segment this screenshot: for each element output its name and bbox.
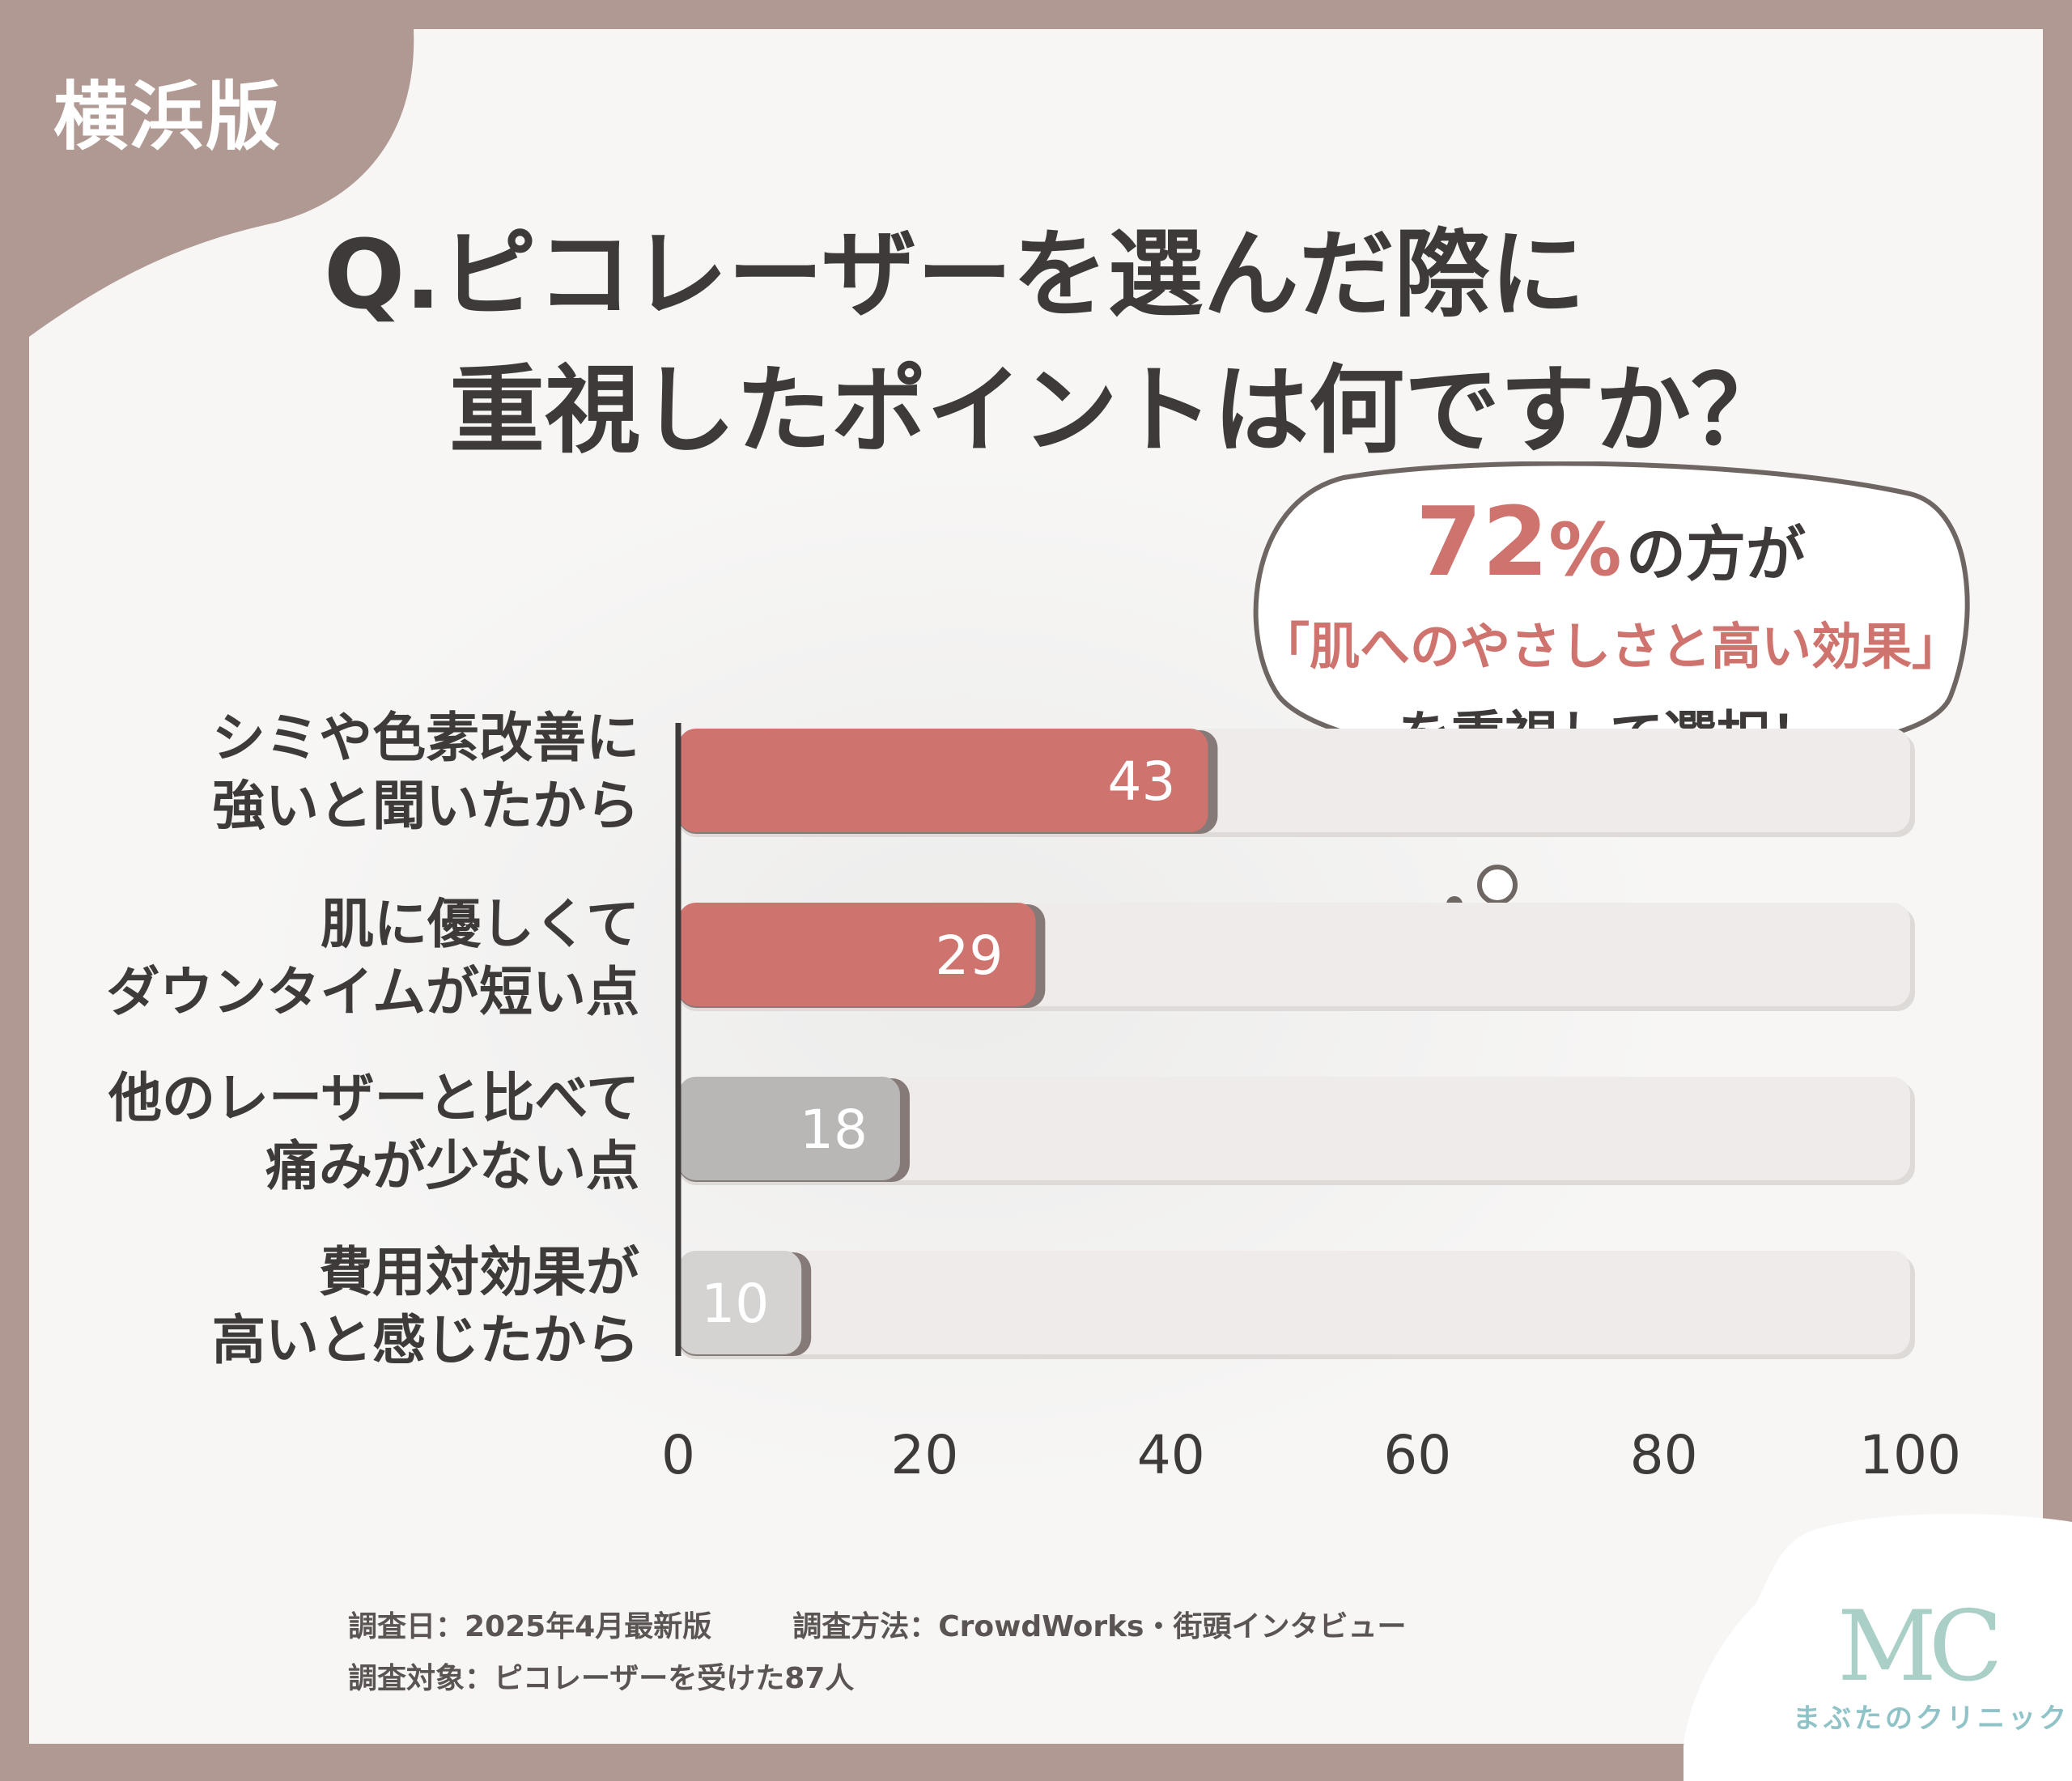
title-line-2: 重視したポイントは何ですか？ (449, 355, 1787, 466)
title-line-1: Q.ピコレーザーを選んだ際に (324, 219, 1586, 330)
survey-footer: 調査日：2025年4月最新版 調査方法：CrowdWorks・街頭インタビュー 調… (348, 1601, 1406, 1705)
corner-decoration (29, 29, 414, 337)
bar-value-label: 43 (1107, 750, 1175, 813)
category-label-1: シミや色素改善に 強いと聞いたから (32, 704, 639, 840)
category-label-1-line-2: 強いと聞いたから (212, 775, 639, 837)
page-title: Q.ピコレーザーを選んだ際に 重視したポイントは何ですか？ (324, 206, 1942, 478)
callout-percentage-suffix: の方が (1625, 520, 1806, 589)
category-label-3-line-1: 他のレーザーと比べて (108, 1067, 639, 1129)
callout-percentage: 72 (1416, 486, 1549, 597)
category-label-4-line-2: 高いと感じたから (212, 1309, 639, 1371)
x-tick-label: 20 (890, 1424, 958, 1486)
category-label-3-line-2: 痛みが少ない点 (265, 1135, 639, 1197)
bar (678, 1251, 802, 1354)
bar (678, 903, 1036, 1006)
logo-background (1684, 1514, 2072, 1781)
x-tick-label: 60 (1383, 1424, 1451, 1486)
x-tick-label: 80 (1630, 1424, 1698, 1486)
x-tick-label: 40 (1137, 1424, 1205, 1486)
category-label-4: 費用対効果が 高いと感じたから (32, 1239, 639, 1375)
callout-highlight: 「肌へのやさしさと高い効果」 (1259, 617, 1962, 676)
bar-value-label: 18 (800, 1099, 868, 1161)
survey-target: 調査対象：ピコレーザーを受けた87人 (348, 1662, 855, 1695)
category-label-3: 他のレーザーと比べて 痛みが少ない点 (32, 1065, 639, 1201)
callout-percent-sign: % (1548, 508, 1622, 593)
bar-track (678, 1251, 1910, 1354)
category-label-2: 肌に優しくて ダウンタイムが短い点 (32, 890, 639, 1027)
survey-date: 調査日：2025年4月最新版 (348, 1610, 712, 1643)
region-tag: 横浜版 (53, 74, 282, 160)
category-label-2-line-1: 肌に優しくて (320, 893, 639, 955)
bar-track (678, 1077, 1910, 1180)
clinic-logo-name: まぶたのクリニック (1793, 1702, 2070, 1735)
category-label-4-line-1: 費用対効果が (319, 1241, 639, 1303)
bar-value-label: 10 (701, 1273, 769, 1335)
bar (678, 1077, 900, 1180)
category-label-1-line-1: シミや色素改善に (212, 707, 639, 769)
bar-value-label: 29 (935, 925, 1003, 987)
clinic-logo-mark: MC (1837, 1591, 2003, 1703)
category-label-2-line-2: ダウンタイムが短い点 (106, 961, 639, 1023)
x-tick-label: 100 (1859, 1424, 1961, 1486)
bar (678, 729, 1208, 832)
survey-method: 調査方法：CrowdWorks・街頭インタビュー (792, 1610, 1407, 1643)
x-tick-label: 0 (661, 1424, 695, 1486)
